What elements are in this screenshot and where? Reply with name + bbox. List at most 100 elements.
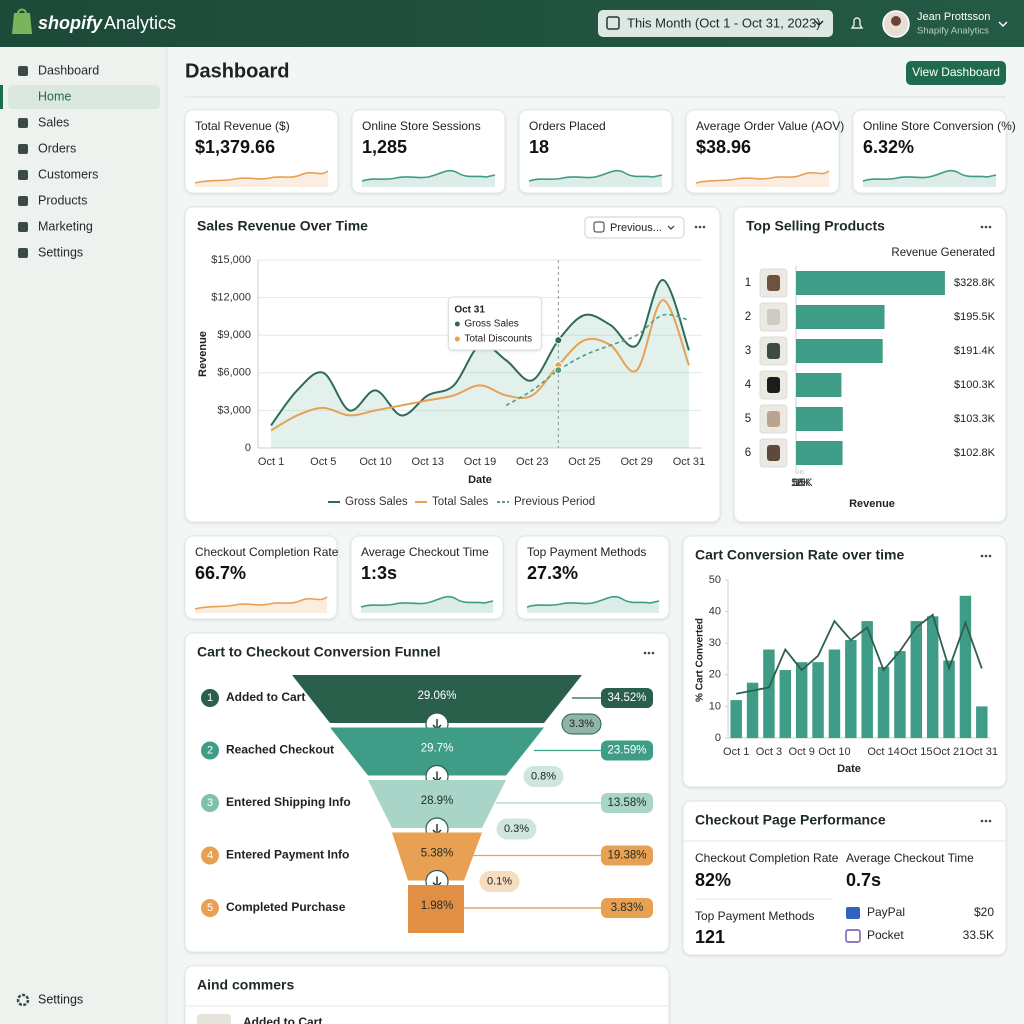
sidebar-footer[interactable]: Settings	[38, 992, 83, 1006]
menu-dot[interactable]	[988, 225, 992, 229]
metric-value: 82%	[695, 870, 731, 890]
x-tick-label: Oct 13	[412, 456, 444, 468]
nav-item[interactable]: Customers	[38, 167, 98, 181]
product-name: Analytics	[104, 13, 176, 33]
funnel-stage	[330, 727, 544, 776]
date-picker[interactable]	[598, 10, 833, 37]
y-tick-label: $3,000	[217, 404, 251, 416]
share-value: 13.58%	[607, 797, 646, 809]
value-label: $191.4K	[954, 345, 996, 357]
nav-item[interactable]: Marketing	[38, 219, 93, 233]
menu-dot[interactable]	[702, 225, 706, 229]
product-thumb-item	[767, 445, 780, 461]
stage-value: 28.9%	[421, 795, 454, 807]
tooltip	[447, 296, 542, 351]
bar	[730, 700, 742, 738]
user-org: Shapify Analytics	[917, 26, 989, 37]
bar	[795, 662, 808, 738]
x-tick-label: Oct 10	[359, 456, 391, 468]
y-tick-label: 40	[709, 606, 721, 618]
sidebar-nav: Dashboard Home Sales Orders Customers Product…	[0, 63, 160, 259]
tooltip-dot	[454, 336, 460, 342]
share-value: 3.83%	[611, 902, 644, 914]
bar	[746, 682, 759, 738]
filter-label[interactable]: Previous...	[610, 222, 662, 234]
kpi-card	[852, 109, 1007, 194]
bar	[845, 640, 857, 738]
nav-item[interactable]: Orders	[38, 141, 76, 155]
sparkline-fill	[529, 170, 662, 187]
product-thumb-item	[767, 275, 780, 291]
kpi-row-2: Checkout Completion Rate 66.7% Average Che…	[184, 535, 670, 620]
kpi-value: 1,285	[362, 137, 407, 157]
date-range[interactable]: This Month (Oct 1 - Oct 31, 2023)	[627, 15, 821, 30]
kpi-label: Online Store Sessions	[362, 119, 481, 133]
menu-dot[interactable]	[988, 554, 992, 558]
kpi-value: 1:3s	[361, 563, 397, 583]
value-label: $328.8K	[954, 277, 996, 289]
menu-dot[interactable]	[984, 554, 988, 558]
user-chevron[interactable]	[998, 21, 1008, 27]
nav-active-bg	[8, 85, 160, 109]
line	[270, 299, 690, 432]
x-tick-label: Oct 10	[818, 746, 850, 758]
hover-point	[554, 366, 563, 375]
menu-dot[interactable]	[980, 554, 984, 558]
drop-value: 0.3%	[504, 823, 529, 835]
kpi-card	[685, 109, 840, 194]
line	[505, 313, 690, 407]
menu-dot[interactable]	[984, 819, 988, 823]
step-badge	[201, 689, 219, 707]
rank: 1	[745, 277, 751, 289]
funnel-stage	[408, 885, 464, 933]
x-axis-label: Date	[837, 763, 861, 775]
sparkline-fill	[527, 596, 659, 613]
tooltip-item: Gross Sales	[464, 319, 518, 330]
bell-icon[interactable]	[850, 17, 864, 29]
calendar-icon	[593, 221, 605, 233]
nav-item[interactable]: Dashboard	[38, 63, 99, 77]
nav-item[interactable]: Sales	[38, 115, 69, 129]
sparkline	[696, 171, 829, 183]
menu-dot[interactable]	[694, 225, 698, 229]
view-dashboard-button[interactable]	[906, 61, 1006, 85]
funnel-stage	[368, 780, 506, 828]
bar	[877, 666, 890, 738]
legend-label: Gross Sales	[345, 496, 408, 508]
card-title: Cart Conversion Rate over time	[695, 547, 904, 563]
payment-methods: PayPal $20 Pocket 33.5K	[845, 819, 994, 943]
product-thumb-item	[767, 343, 780, 359]
kpi-card	[351, 109, 506, 194]
share-pill	[601, 845, 653, 866]
bar	[796, 441, 843, 465]
menu-dot[interactable]	[980, 225, 984, 229]
nav-item[interactable]: Home	[38, 89, 71, 103]
menu-dot[interactable]	[643, 651, 647, 655]
filter-button[interactable]	[584, 216, 685, 239]
menu-dot[interactable]	[647, 651, 651, 655]
rank: 3	[745, 345, 751, 357]
drop-value: 0.1%	[487, 875, 512, 887]
x-tick-label: Oct 5	[310, 456, 336, 468]
nav-item[interactable]: Settings	[38, 245, 83, 259]
value-label: $100.3K	[954, 379, 996, 391]
bar	[910, 621, 923, 738]
x-tick-label: Oct 25	[568, 456, 600, 468]
menu-dot[interactable]	[980, 819, 984, 823]
menu-dot[interactable]	[984, 225, 988, 229]
nav-item[interactable]: Products	[38, 193, 87, 207]
menu-dot[interactable]	[988, 819, 992, 823]
stage-value: 29.06%	[417, 690, 456, 702]
y-tick-label: $9,000	[217, 329, 251, 341]
view-dashboard-label[interactable]: View Dashboard	[912, 65, 1000, 79]
nav-icon	[18, 118, 28, 128]
metric-value: 0.7s	[846, 870, 881, 890]
menu-dot[interactable]	[698, 225, 702, 229]
kpi-label: Checkout Completion Rate	[195, 545, 339, 559]
x-tick-label: Oct 3	[756, 746, 782, 758]
x-tick-label: Oct 1	[723, 746, 749, 758]
kpi-row: Total Revenue ($) $1,379.66 Online Store S…	[184, 109, 1016, 194]
menu-dot[interactable]	[651, 651, 655, 655]
x-tick-label: Oct 15	[900, 746, 932, 758]
sparkline-fill	[863, 170, 996, 187]
